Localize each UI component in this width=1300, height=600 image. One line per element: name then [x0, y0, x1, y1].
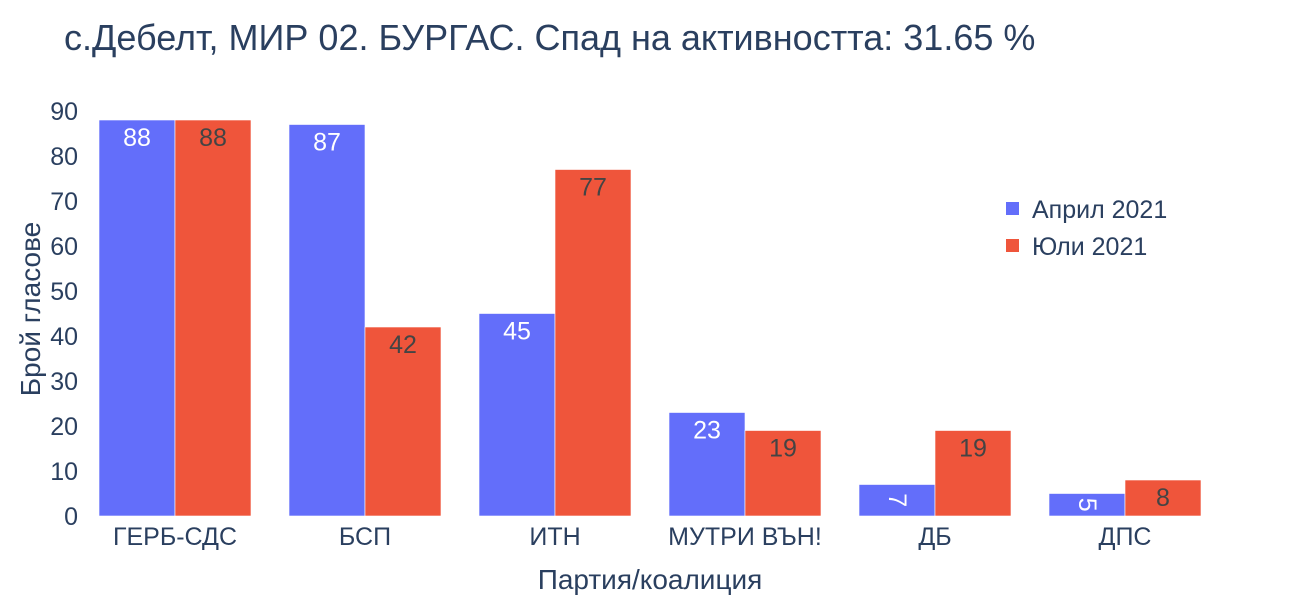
- y-tick-label: 50: [50, 278, 78, 306]
- x-axis-ticks: ГЕРБ-СДС БСП ИТН МУТРИ ВЪН! ДБ ДПС: [113, 523, 1152, 551]
- bar: [288, 124, 366, 517]
- bar-value-label: 5: [1073, 498, 1101, 512]
- legend-swatch: [1006, 239, 1019, 252]
- bar-value-label: 8: [1156, 484, 1170, 512]
- y-tick-label: 60: [50, 233, 78, 261]
- bar: [478, 313, 556, 517]
- x-tick-label: ИТН: [529, 523, 580, 551]
- bar-value-label: 7: [883, 493, 911, 507]
- legend-label: Април 2021: [1032, 196, 1167, 224]
- x-tick-label: ДБ: [918, 523, 951, 551]
- bar: [98, 119, 176, 517]
- bar: [174, 119, 252, 517]
- bar: [744, 430, 822, 517]
- x-tick-label: МУТРИ ВЪН!: [668, 523, 822, 551]
- bar-value-label: 19: [959, 435, 987, 463]
- bar-value-label: 42: [389, 331, 417, 359]
- bars: [98, 119, 1202, 517]
- y-tick-label: 80: [50, 143, 78, 171]
- x-tick-label: ГЕРБ-СДС: [113, 523, 237, 551]
- y-tick-label: 10: [50, 458, 78, 486]
- x-tick-label: БСП: [339, 523, 391, 551]
- bar-data-labels: 88 88 87 42 45 77 23 19 7 19 5 8: [123, 124, 1170, 512]
- y-axis-ticks: 0 10 20 30 40 50 60 70 80 90: [50, 98, 78, 531]
- y-tick-label: 90: [50, 98, 78, 126]
- bar: [554, 169, 632, 517]
- bar-value-label: 77: [579, 174, 607, 202]
- bar-value-label: 88: [199, 124, 227, 152]
- bar: [1124, 479, 1202, 517]
- bar-value-label: 87: [313, 129, 341, 157]
- y-tick-label: 20: [50, 413, 78, 441]
- y-tick-label: 40: [50, 323, 78, 351]
- legend-label: Юли 2021: [1032, 233, 1147, 261]
- x-axis-title: Партия/коалиция: [538, 564, 763, 595]
- bar-value-label: 23: [693, 417, 721, 445]
- y-tick-label: 70: [50, 188, 78, 216]
- y-tick-label: 0: [64, 503, 78, 531]
- bar: [668, 412, 746, 517]
- legend-swatch: [1006, 202, 1019, 215]
- bar-value-label: 45: [503, 318, 531, 346]
- bar-value-label: 19: [769, 435, 797, 463]
- bar: [934, 430, 1012, 517]
- legend: Април 2021 Юли 2021: [1006, 196, 1167, 261]
- bar: [858, 484, 936, 517]
- x-tick-label: ДПС: [1099, 523, 1152, 551]
- bar-value-label: 88: [123, 124, 151, 152]
- chart-title: с.Дебелт, МИР 02. БУРГАС. Спад на активн…: [64, 17, 1035, 58]
- y-tick-label: 30: [50, 368, 78, 396]
- y-axis-title: Брой гласове: [15, 222, 46, 396]
- bar: [364, 326, 442, 517]
